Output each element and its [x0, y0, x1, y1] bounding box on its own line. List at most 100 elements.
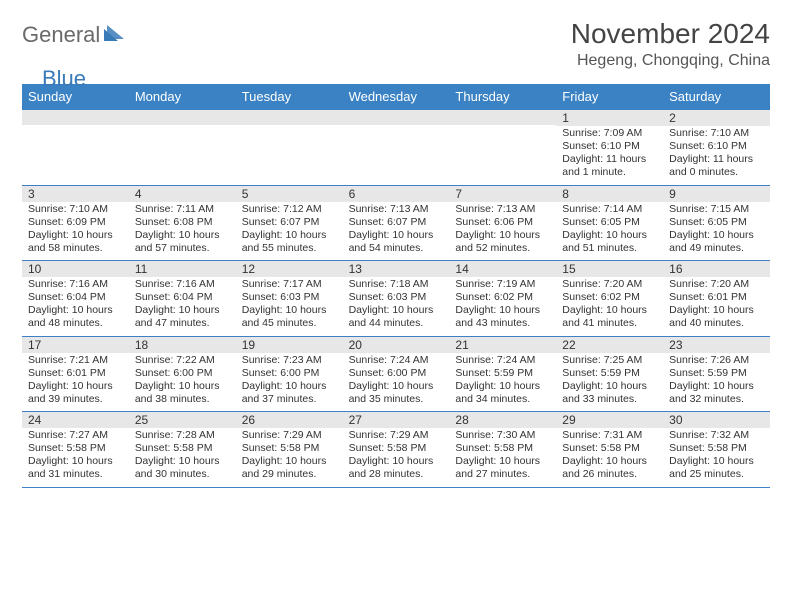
daylight-text: Daylight: 10 hours and 29 minutes. — [242, 455, 337, 481]
sunrise-text: Sunrise: 7:22 AM — [135, 354, 230, 367]
day-content: Sunrise: 7:10 AMSunset: 6:10 PMDaylight:… — [663, 126, 770, 185]
title-block: November 2024 Hegeng, Chongqing, China — [571, 18, 770, 70]
sunrise-text: Sunrise: 7:10 AM — [669, 127, 764, 140]
location-text: Hegeng, Chongqing, China — [571, 52, 770, 70]
day-content: Sunrise: 7:17 AMSunset: 6:03 PMDaylight:… — [236, 277, 343, 336]
day-header-monday: Monday — [129, 84, 236, 109]
sunrise-text: Sunrise: 7:32 AM — [669, 429, 764, 442]
day-content: Sunrise: 7:12 AMSunset: 6:07 PMDaylight:… — [236, 202, 343, 261]
calendar-day-12: 12Sunrise: 7:17 AMSunset: 6:03 PMDayligh… — [236, 260, 343, 336]
daylight-text: Daylight: 10 hours and 26 minutes. — [562, 455, 657, 481]
day-content: Sunrise: 7:27 AMSunset: 5:58 PMDaylight:… — [22, 428, 129, 487]
day-content: Sunrise: 7:10 AMSunset: 6:09 PMDaylight:… — [22, 202, 129, 261]
daylight-text: Daylight: 10 hours and 49 minutes. — [669, 229, 764, 255]
sunset-text: Sunset: 6:07 PM — [349, 216, 444, 229]
day-header-saturday: Saturday — [663, 84, 770, 109]
calendar-day-empty — [236, 109, 343, 185]
day-number: 19 — [236, 337, 343, 353]
sunset-text: Sunset: 6:08 PM — [135, 216, 230, 229]
sunrise-text: Sunrise: 7:15 AM — [669, 203, 764, 216]
sunset-text: Sunset: 6:00 PM — [135, 367, 230, 380]
daylight-text: Daylight: 10 hours and 45 minutes. — [242, 304, 337, 330]
day-number: 14 — [449, 261, 556, 277]
day-number: 24 — [22, 412, 129, 428]
sunrise-text: Sunrise: 7:21 AM — [28, 354, 123, 367]
sunrise-text: Sunrise: 7:16 AM — [28, 278, 123, 291]
sunrise-text: Sunrise: 7:28 AM — [135, 429, 230, 442]
day-content: Sunrise: 7:29 AMSunset: 5:58 PMDaylight:… — [343, 428, 450, 487]
sunrise-text: Sunrise: 7:10 AM — [28, 203, 123, 216]
sunset-text: Sunset: 6:03 PM — [242, 291, 337, 304]
calendar-day-7: 7Sunrise: 7:13 AMSunset: 6:06 PMDaylight… — [449, 185, 556, 261]
day-number: 11 — [129, 261, 236, 277]
daylight-text: Daylight: 10 hours and 58 minutes. — [28, 229, 123, 255]
day-number: 1 — [556, 110, 663, 126]
calendar-day-26: 26Sunrise: 7:29 AMSunset: 5:58 PMDayligh… — [236, 411, 343, 488]
sunset-text: Sunset: 6:02 PM — [562, 291, 657, 304]
calendar-day-3: 3Sunrise: 7:10 AMSunset: 6:09 PMDaylight… — [22, 185, 129, 261]
day-number: 2 — [663, 110, 770, 126]
sunset-text: Sunset: 5:59 PM — [562, 367, 657, 380]
calendar-grid: SundayMondayTuesdayWednesdayThursdayFrid… — [22, 84, 770, 488]
sunrise-text: Sunrise: 7:24 AM — [349, 354, 444, 367]
sunrise-text: Sunrise: 7:27 AM — [28, 429, 123, 442]
daylight-text: Daylight: 10 hours and 43 minutes. — [455, 304, 550, 330]
day-number: 3 — [22, 186, 129, 202]
sunset-text: Sunset: 6:03 PM — [349, 291, 444, 304]
sunset-text: Sunset: 6:01 PM — [669, 291, 764, 304]
sunrise-text: Sunrise: 7:09 AM — [562, 127, 657, 140]
sunset-text: Sunset: 5:59 PM — [669, 367, 764, 380]
day-number: 27 — [343, 412, 450, 428]
daylight-text: Daylight: 10 hours and 33 minutes. — [562, 380, 657, 406]
calendar-day-6: 6Sunrise: 7:13 AMSunset: 6:07 PMDaylight… — [343, 185, 450, 261]
day-content — [22, 125, 129, 180]
sunset-text: Sunset: 5:58 PM — [349, 442, 444, 455]
calendar-day-2: 2Sunrise: 7:10 AMSunset: 6:10 PMDaylight… — [663, 109, 770, 185]
calendar-day-28: 28Sunrise: 7:30 AMSunset: 5:58 PMDayligh… — [449, 411, 556, 488]
logo-text-blue: Blue — [42, 66, 86, 92]
daylight-text: Daylight: 10 hours and 55 minutes. — [242, 229, 337, 255]
day-content: Sunrise: 7:18 AMSunset: 6:03 PMDaylight:… — [343, 277, 450, 336]
sunrise-text: Sunrise: 7:12 AM — [242, 203, 337, 216]
calendar-day-24: 24Sunrise: 7:27 AMSunset: 5:58 PMDayligh… — [22, 411, 129, 488]
sunrise-text: Sunrise: 7:30 AM — [455, 429, 550, 442]
day-content: Sunrise: 7:16 AMSunset: 6:04 PMDaylight:… — [129, 277, 236, 336]
sunset-text: Sunset: 6:00 PM — [349, 367, 444, 380]
day-content: Sunrise: 7:11 AMSunset: 6:08 PMDaylight:… — [129, 202, 236, 261]
day-number — [236, 110, 343, 125]
day-number: 10 — [22, 261, 129, 277]
day-number: 12 — [236, 261, 343, 277]
daylight-text: Daylight: 10 hours and 25 minutes. — [669, 455, 764, 481]
calendar-day-18: 18Sunrise: 7:22 AMSunset: 6:00 PMDayligh… — [129, 336, 236, 412]
daylight-text: Daylight: 10 hours and 39 minutes. — [28, 380, 123, 406]
calendar-day-13: 13Sunrise: 7:18 AMSunset: 6:03 PMDayligh… — [343, 260, 450, 336]
day-number: 26 — [236, 412, 343, 428]
logo-triangle-icon — [104, 25, 126, 46]
sunset-text: Sunset: 6:02 PM — [455, 291, 550, 304]
daylight-text: Daylight: 10 hours and 31 minutes. — [28, 455, 123, 481]
day-number: 21 — [449, 337, 556, 353]
sunrise-text: Sunrise: 7:20 AM — [669, 278, 764, 291]
calendar-day-8: 8Sunrise: 7:14 AMSunset: 6:05 PMDaylight… — [556, 185, 663, 261]
day-number: 6 — [343, 186, 450, 202]
daylight-text: Daylight: 10 hours and 30 minutes. — [135, 455, 230, 481]
sunrise-text: Sunrise: 7:29 AM — [349, 429, 444, 442]
sunset-text: Sunset: 5:58 PM — [669, 442, 764, 455]
sunrise-text: Sunrise: 7:13 AM — [349, 203, 444, 216]
sunset-text: Sunset: 6:07 PM — [242, 216, 337, 229]
sunset-text: Sunset: 5:58 PM — [455, 442, 550, 455]
day-number: 9 — [663, 186, 770, 202]
sunset-text: Sunset: 5:58 PM — [28, 442, 123, 455]
day-content — [343, 125, 450, 180]
day-number: 29 — [556, 412, 663, 428]
sunset-text: Sunset: 6:06 PM — [455, 216, 550, 229]
day-content: Sunrise: 7:32 AMSunset: 5:58 PMDaylight:… — [663, 428, 770, 487]
calendar-day-17: 17Sunrise: 7:21 AMSunset: 6:01 PMDayligh… — [22, 336, 129, 412]
day-header-thursday: Thursday — [449, 84, 556, 109]
daylight-text: Daylight: 10 hours and 40 minutes. — [669, 304, 764, 330]
sunset-text: Sunset: 6:05 PM — [562, 216, 657, 229]
daylight-text: Daylight: 11 hours and 1 minute. — [562, 153, 657, 179]
day-number: 8 — [556, 186, 663, 202]
calendar-day-14: 14Sunrise: 7:19 AMSunset: 6:02 PMDayligh… — [449, 260, 556, 336]
day-content: Sunrise: 7:14 AMSunset: 6:05 PMDaylight:… — [556, 202, 663, 261]
